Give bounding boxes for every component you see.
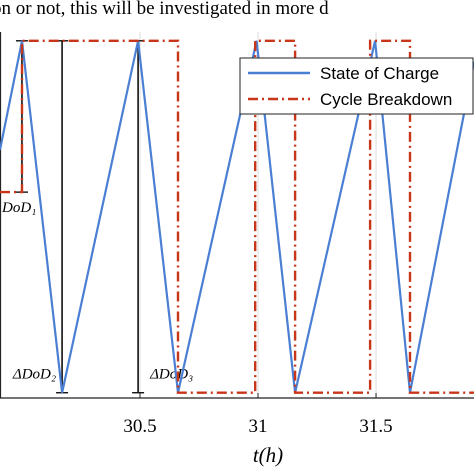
dod-label: ΔDoD₃	[149, 367, 193, 383]
series-line	[0, 39, 474, 394]
text-above: on or not, this will be investigated in …	[0, 0, 329, 19]
x-axis-label: t(h)	[253, 443, 283, 467]
series-line	[0, 40, 474, 393]
x-tick-label: 31	[249, 416, 268, 437]
dod-label: DoD₁	[1, 200, 36, 216]
x-tick-label: 30.5	[123, 416, 156, 437]
legend-label: Cycle Breakdown	[320, 90, 452, 109]
legend-box	[239, 57, 474, 115]
dod-label: ΔDoD₂	[12, 367, 56, 383]
legend-label: State of Charge	[320, 64, 439, 83]
x-tick-label: 31.5	[359, 416, 392, 437]
